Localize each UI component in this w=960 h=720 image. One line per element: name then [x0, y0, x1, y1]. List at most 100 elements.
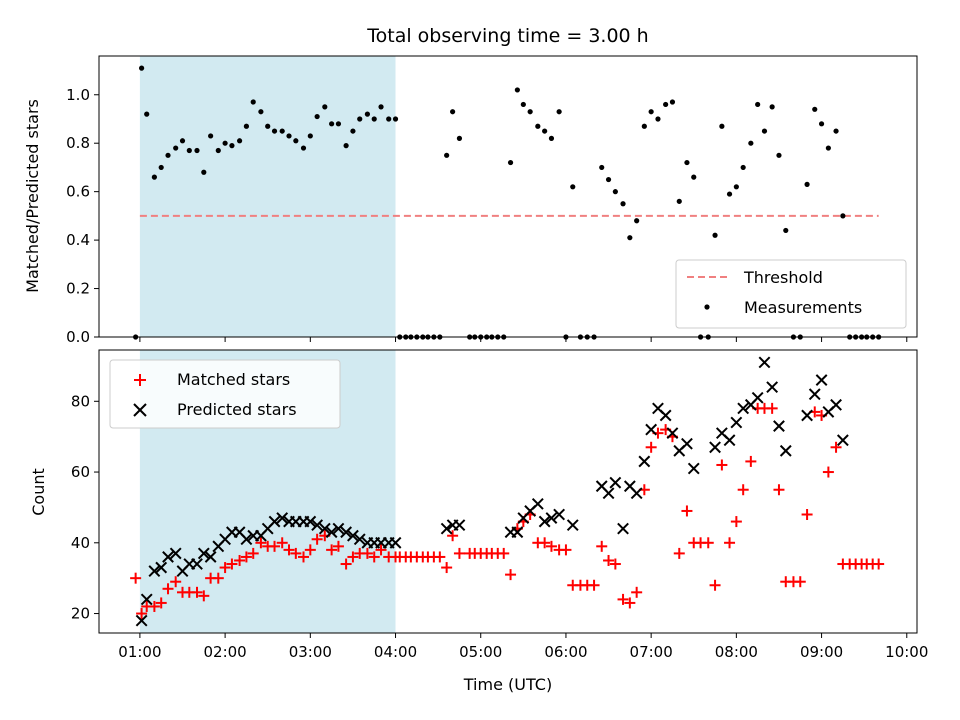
matched-star-points — [130, 402, 885, 620]
bottom-y-tick-label: 40 — [71, 534, 90, 552]
measurement-point — [676, 198, 682, 204]
predicted-star-marker — [659, 409, 672, 422]
measurement-point — [840, 213, 846, 219]
bottom-panel-frame — [98, 349, 918, 634]
measurement-point — [641, 123, 647, 129]
predicted-star-marker — [808, 388, 821, 401]
predicted-legend-swatch — [133, 403, 147, 417]
measurement-point — [570, 184, 576, 190]
matched-star-marker — [276, 537, 288, 549]
predicted-star-marker — [276, 512, 289, 524]
measurement-point — [165, 152, 171, 158]
matched-star-marker — [702, 537, 714, 549]
matched-star-marker — [130, 572, 142, 584]
measurement-point — [669, 99, 676, 105]
measurements-legend-label: Measurements — [744, 298, 862, 317]
predicted-star-marker — [162, 551, 174, 563]
measurement-point — [655, 116, 661, 122]
bottom-legend-box — [109, 359, 341, 429]
measurement-point — [201, 169, 207, 175]
measurement-point — [307, 133, 313, 139]
matched-star-marker — [801, 508, 813, 520]
predicted-star-marker — [681, 437, 693, 450]
x-tick-label: 07:00 — [630, 643, 673, 661]
top-legend: Threshold Measurements — [675, 259, 907, 329]
predicted-star-points — [135, 356, 849, 627]
measurement-point — [612, 189, 618, 195]
predicted-star-marker — [617, 522, 629, 535]
measurement-point — [776, 152, 782, 158]
predicted-star-marker — [318, 522, 331, 535]
matched-star-marker — [290, 547, 302, 559]
matched-star-marker — [773, 484, 785, 496]
matched-star-marker — [368, 551, 380, 563]
matched-star-marker — [240, 551, 252, 563]
matched-star-marker — [830, 441, 842, 453]
measurement-point — [378, 104, 384, 110]
predicted-star-marker — [630, 487, 643, 500]
predicted-legend-label: Predicted stars — [177, 400, 297, 419]
matched-star-marker — [766, 402, 778, 414]
bottom-panel-ticks: 01:00 02:00 03:00 04:00 05:00 06:00 07:00 08:00… — [71, 392, 928, 661]
predicted-star-marker — [311, 519, 324, 532]
measurement-point — [456, 135, 463, 141]
predicted-star-marker — [751, 391, 764, 404]
measurement-point — [329, 121, 335, 127]
matched-star-marker — [326, 544, 338, 556]
predicted-star-marker — [169, 547, 182, 560]
measurement-point — [719, 123, 725, 129]
predicted-star-marker — [836, 434, 849, 447]
measurement-point — [769, 104, 775, 110]
measurement-point — [812, 106, 818, 112]
predicted-star-marker — [155, 561, 168, 574]
measurement-point — [804, 181, 810, 187]
matched-star-marker — [148, 600, 160, 612]
measurement-point — [194, 147, 200, 154]
predicted-star-marker — [737, 402, 750, 415]
predicted-star-marker — [545, 512, 558, 524]
matched-star-marker — [434, 551, 446, 563]
measurement-point — [343, 143, 349, 149]
measurement-point — [350, 128, 356, 134]
measurement-point — [755, 101, 761, 108]
predicted-star-marker — [815, 374, 828, 386]
measurement-point — [286, 133, 292, 139]
measurement-point — [535, 123, 541, 129]
measurement-point — [450, 109, 456, 115]
predicted-star-marker — [511, 526, 524, 539]
top-panel: 0.0 0.2 0.4 0.6 0.8 1.0 Matched/Predicted sta… — [23, 55, 918, 346]
predicted-star-marker — [148, 565, 161, 578]
measurement-point — [444, 152, 450, 158]
matched-star-marker — [447, 530, 459, 542]
top-y-tick-label: 0.6 — [66, 183, 90, 201]
measurement-point — [186, 147, 192, 154]
predicted-star-marker — [325, 526, 338, 539]
predicted-star-marker — [191, 558, 203, 570]
top-y-tick-label: 0.4 — [66, 231, 90, 249]
bottom-y-tick-label: 60 — [71, 463, 90, 481]
x-tick-label: 01:00 — [118, 643, 161, 661]
predicted-star-marker — [389, 536, 402, 549]
matched-star-marker — [588, 579, 600, 591]
measurement-point — [364, 111, 371, 117]
matched-star-marker — [745, 455, 757, 467]
predicted-star-marker — [531, 497, 544, 510]
matched-star-marker — [681, 505, 693, 517]
matched-star-marker — [724, 537, 736, 549]
measurement-point — [740, 164, 746, 171]
matched-star-marker — [609, 558, 621, 570]
predicted-star-marker — [773, 420, 785, 432]
matched-star-marker — [155, 597, 167, 609]
matched-star-marker — [631, 586, 643, 598]
measurement-point — [548, 135, 555, 141]
measurement-point — [250, 99, 256, 105]
measurement-point — [386, 116, 392, 122]
measurement-point — [208, 133, 214, 139]
measurement-point — [514, 87, 520, 93]
matched-star-marker — [375, 544, 387, 556]
measurement-point — [258, 109, 264, 115]
matched-star-marker — [505, 569, 517, 581]
matched-star-marker — [234, 554, 246, 566]
bottom-legend: Matched stars Predicted stars — [109, 359, 341, 429]
predicted-star-marker — [602, 487, 615, 500]
